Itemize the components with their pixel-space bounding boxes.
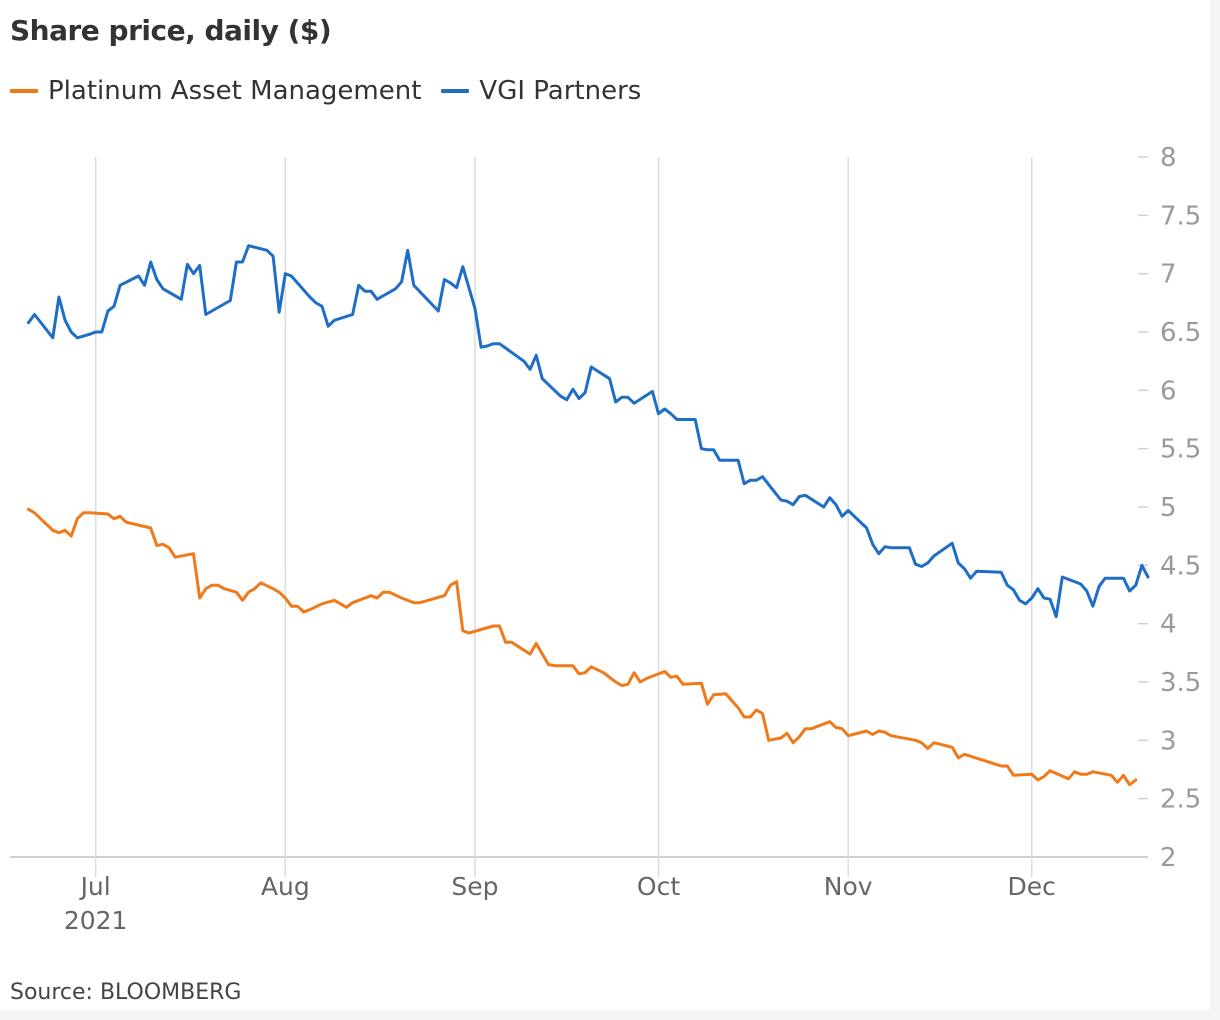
legend: Platinum Asset Management VGI Partners <box>10 76 661 106</box>
source-note: Source: BLOOMBERG <box>10 980 242 1005</box>
y-tick-label: 2.5 <box>1160 785 1201 815</box>
x-tick-label: Nov <box>824 872 873 901</box>
x-tick-sublabel: 2021 <box>64 906 128 935</box>
y-tick-label: 7.5 <box>1160 201 1201 231</box>
legend-swatch-platinum <box>10 89 38 93</box>
y-tick-label: 6.5 <box>1160 318 1201 348</box>
x-tick-label: Aug <box>261 872 310 901</box>
y-tick-label: 6 <box>1160 376 1177 406</box>
y-tick-label: 8 <box>1160 143 1177 173</box>
y-tick-label: 3.5 <box>1160 668 1201 698</box>
legend-item-vgi: VGI Partners <box>441 76 641 106</box>
legend-label-vgi: VGI Partners <box>479 76 642 106</box>
y-tick-label: 5.5 <box>1160 435 1201 465</box>
y-tick-label: 7 <box>1160 260 1177 290</box>
y-tick-label: 4 <box>1160 610 1177 640</box>
legend-item-platinum: Platinum Asset Management <box>10 76 421 106</box>
y-tick-label: 5 <box>1160 493 1177 523</box>
y-tick-label: 4.5 <box>1160 551 1201 581</box>
series-line-platinum <box>26 507 1138 787</box>
legend-swatch-vgi <box>441 89 470 93</box>
x-tick-label: Sep <box>451 872 498 901</box>
x-tick-label: Jul <box>79 872 111 901</box>
legend-label-platinum: Platinum Asset Management <box>48 76 422 106</box>
chart-title: Share price, daily ($) <box>10 14 332 47</box>
x-tick-label: Oct <box>637 872 680 901</box>
y-tick-label: 2 <box>1160 843 1177 873</box>
series-line-vgi <box>26 244 1150 619</box>
x-tick-label: Dec <box>1008 872 1056 901</box>
y-tick-label: 3 <box>1160 726 1177 756</box>
